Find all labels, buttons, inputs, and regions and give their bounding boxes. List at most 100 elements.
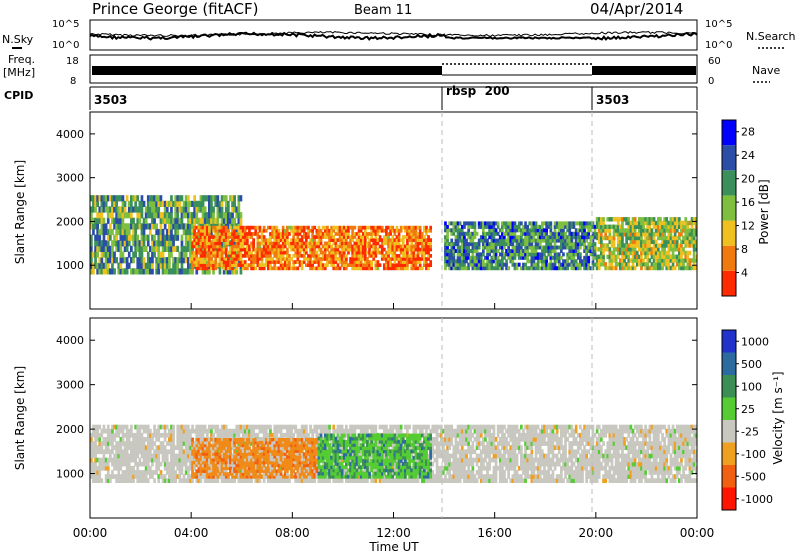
heatmap-cell [231,251,234,258]
heatmap-cell [393,244,397,249]
heatmap-cell [134,424,137,430]
heatmap-cell [364,244,367,249]
heatmap-cell [195,428,199,434]
heatmap-cell [267,250,270,255]
heatmap-cell [536,238,540,243]
heatmap-cell [359,263,363,267]
heatmap-cell [532,238,536,243]
heatmap-cell [104,474,108,479]
heatmap-cell [545,235,548,240]
heatmap-cell [212,238,215,242]
heatmap-cell [98,206,102,213]
heatmap-cell [309,263,312,267]
heatmap-cell [187,268,190,275]
heatmap-cell [180,245,184,252]
heatmap-cell [642,232,645,237]
heatmap-cell [281,441,285,446]
heatmap-cell [235,206,239,213]
heatmap-cell [452,242,456,247]
heatmap-cell [646,235,650,241]
heatmap-cell [570,221,574,226]
heatmap-cell [222,260,226,264]
heatmap-cell [564,262,567,267]
heatmap-cell [220,247,224,252]
heatmap-cell [233,257,236,261]
heatmap-cell [176,461,180,467]
heatmap-cell [597,228,601,233]
heatmap-cell [597,239,601,244]
heatmap-cell [174,234,177,241]
heatmap-cell [340,457,344,463]
heatmap-cell [669,217,673,222]
heatmap-cell [587,235,591,240]
heatmap-cell [92,449,95,455]
heatmap-cell [395,266,399,271]
heatmap-cell [583,255,586,260]
heatmap-cell [309,241,312,246]
heatmap-cell [140,470,144,475]
heatmap-cell [159,474,163,479]
heatmap-cell [256,424,260,430]
heatmap-cell [597,254,601,259]
heatmap-cell [406,238,409,242]
freq-tick-bottom: 8 [70,76,76,87]
heatmap-cell [496,224,500,229]
heatmap-cell [492,245,496,250]
heatmap-cell [119,262,123,269]
heatmap-cell [370,228,373,233]
heatmap-cell [140,478,144,483]
heatmap-cell [412,263,416,267]
heatmap-cell [208,228,211,233]
heatmap-cell [631,258,635,263]
heatmap-cell [250,478,253,483]
heatmap-cell [275,254,279,258]
heatmap-cell [657,220,660,226]
heatmap-cell [144,212,148,219]
heatmap-cell [517,249,521,253]
heatmap-cell [235,260,239,264]
heatmap-cell [214,238,218,242]
heatmap-cell [300,254,304,258]
heatmap-cell [694,228,697,233]
heatmap-cell [300,228,304,233]
heatmap-cell [357,257,361,261]
heatmap-cell [159,461,163,467]
heatmap-cell [412,238,416,242]
heatmap-cell [132,478,135,483]
heatmap-cell [347,263,350,267]
y-tick-label: 1000 [56,259,84,272]
heatmap-cell [239,217,243,224]
heatmap-cell [671,254,675,259]
heatmap-cell [488,231,491,236]
heatmap-cell [163,432,167,438]
nave-label: Nave [752,64,780,77]
heatmap-cell [587,231,591,236]
heatmap-cell [258,247,262,252]
heatmap-cell [254,247,258,252]
heatmap-cell [524,228,527,233]
heatmap-cell [553,259,557,264]
heatmap-cell [216,428,220,434]
heatmap-cell [477,242,481,247]
heatmap-cell [555,266,559,271]
heatmap-cell [292,424,295,430]
heatmap-cell [317,260,321,264]
heatmap-cell [652,232,656,237]
heatmap-cell [256,260,260,264]
heatmap-cell [336,432,340,438]
heatmap-cell [100,465,104,471]
heatmap-cell [342,232,346,236]
heatmap-cell [477,224,481,229]
heatmap-cell [233,432,236,438]
heatmap-cell [279,432,283,438]
heatmap-cell [401,254,405,258]
heatmap-cell [231,241,234,246]
heatmap-cell [90,453,93,459]
heatmap-cell [448,266,451,271]
heatmap-cell [92,223,95,230]
heatmap-cell [471,266,475,271]
heatmap-cell [380,254,384,258]
heatmap-cell [267,257,270,261]
heatmap-cell [92,445,95,450]
heatmap-cell [216,212,220,219]
